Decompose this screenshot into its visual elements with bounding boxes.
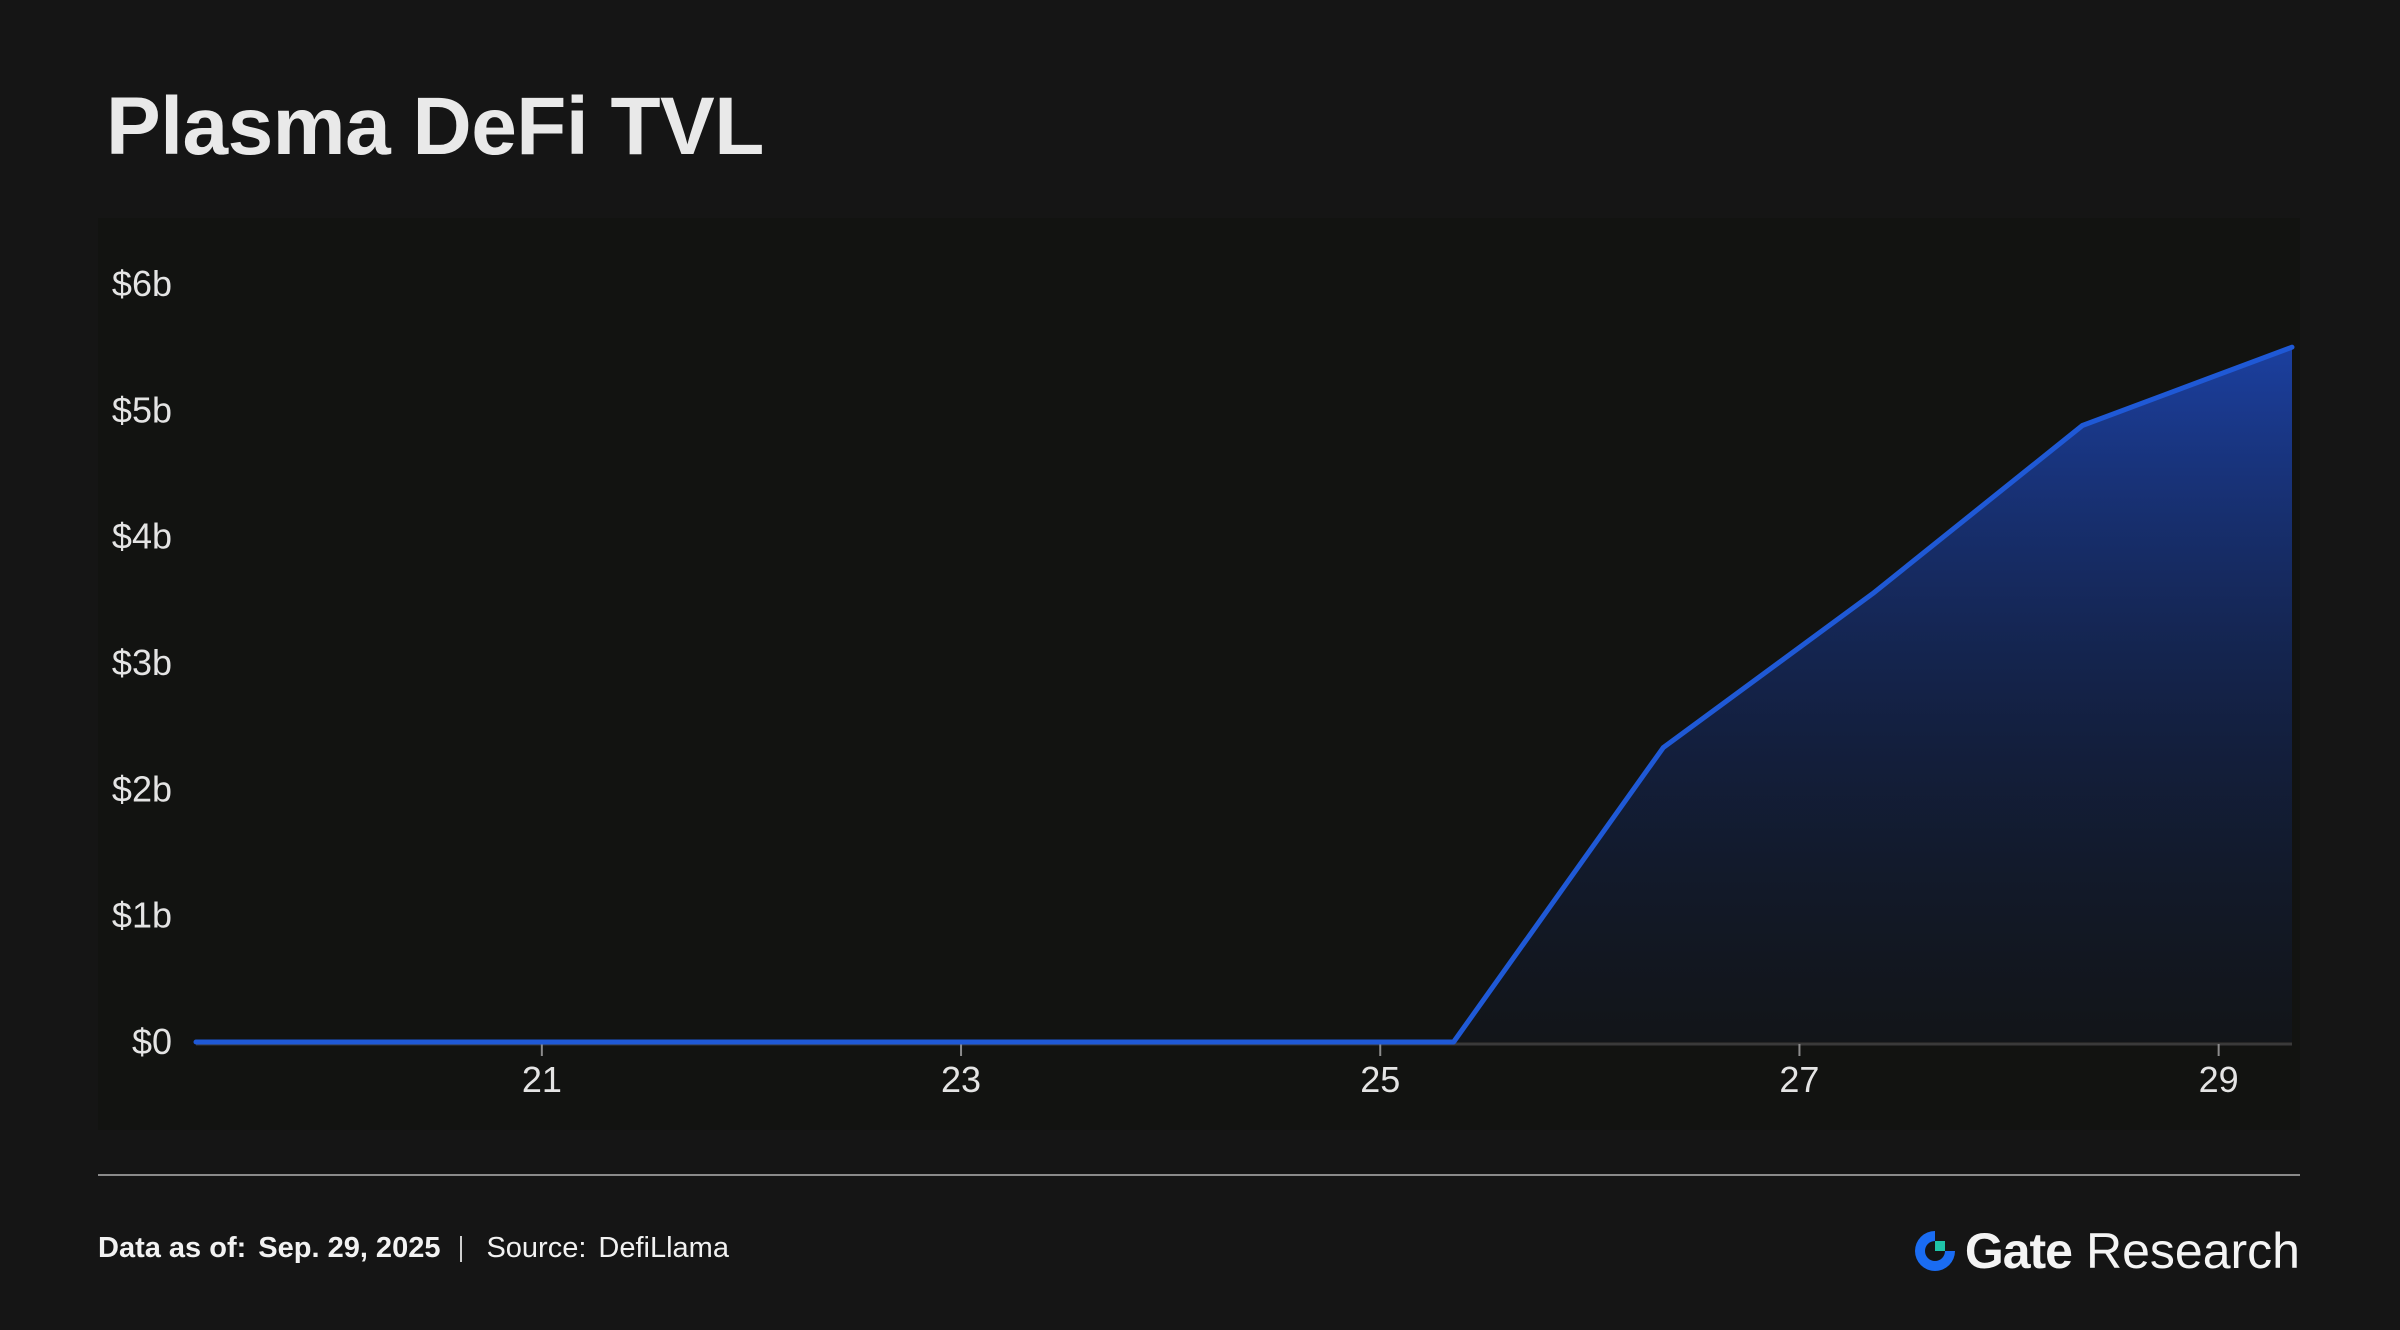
data-as-of-value: Sep. 29, 2025 (258, 1232, 441, 1264)
y-tick-label: $1b (112, 895, 172, 936)
y-tick-label: $4b (112, 516, 172, 557)
source-value: DefiLlama (598, 1232, 729, 1264)
brand-logo: Gate Research (1911, 1222, 2300, 1280)
x-tick-label: 27 (1779, 1059, 1819, 1100)
y-tick-label: $3b (112, 642, 172, 683)
tvl-data-point (195, 1041, 197, 1043)
footer-info: Data as of: Sep. 29, 2025 Source: DefiLl… (98, 1232, 729, 1265)
x-tick-label: 29 (2199, 1059, 2239, 1100)
chart-title: Plasma DeFi TVL (106, 81, 764, 172)
footer-separator (460, 1235, 463, 1262)
data-as-of-label: Data as of: (98, 1232, 247, 1264)
x-tick-label: 23 (941, 1059, 981, 1100)
source-label: Source: (486, 1232, 587, 1264)
y-tick-label: $5b (112, 389, 172, 430)
line-layer (193, 344, 2295, 1045)
area-layer (196, 347, 2292, 1042)
y-tick-label: $2b (112, 768, 172, 809)
chart-panel: $0 $1b $2b $3b $4b $5b $6b 21 23 25 27 29 (98, 218, 2300, 1130)
gate-logo-icon (1914, 1231, 1955, 1271)
tvl-data-point (1033, 1041, 1035, 1043)
tvl-data-point (1872, 593, 1874, 595)
tvl-data-point (2291, 346, 2293, 348)
brand-name: Gate (1964, 1223, 2073, 1279)
x-tick-label: 21 (522, 1059, 562, 1100)
tvl-area-chart: $0 $1b $2b $3b $4b $5b $6b 21 23 25 27 29 (112, 263, 2295, 1100)
tvl-data-point (1243, 1041, 1245, 1043)
tvl-data-point (2081, 424, 2083, 426)
tvl-data-point (1453, 1041, 1455, 1043)
x-tick-label: 25 (1360, 1059, 1400, 1100)
x-axis-ticks: 21 23 25 27 29 (522, 1044, 2239, 1100)
tvl-data-point (405, 1041, 407, 1043)
y-tick-label: $6b (112, 263, 172, 304)
footer-divider (98, 1174, 2300, 1176)
brand-suffix: Research (2086, 1223, 2300, 1279)
y-axis-labels: $0 $1b $2b $3b $4b $5b $6b (112, 263, 172, 1062)
y-tick-label: $0 (132, 1021, 172, 1062)
tvl-data-point (614, 1041, 616, 1043)
tvl-data-point (824, 1041, 826, 1043)
tvl-area-fill (196, 347, 2292, 1042)
tvl-data-point (1662, 747, 1664, 749)
